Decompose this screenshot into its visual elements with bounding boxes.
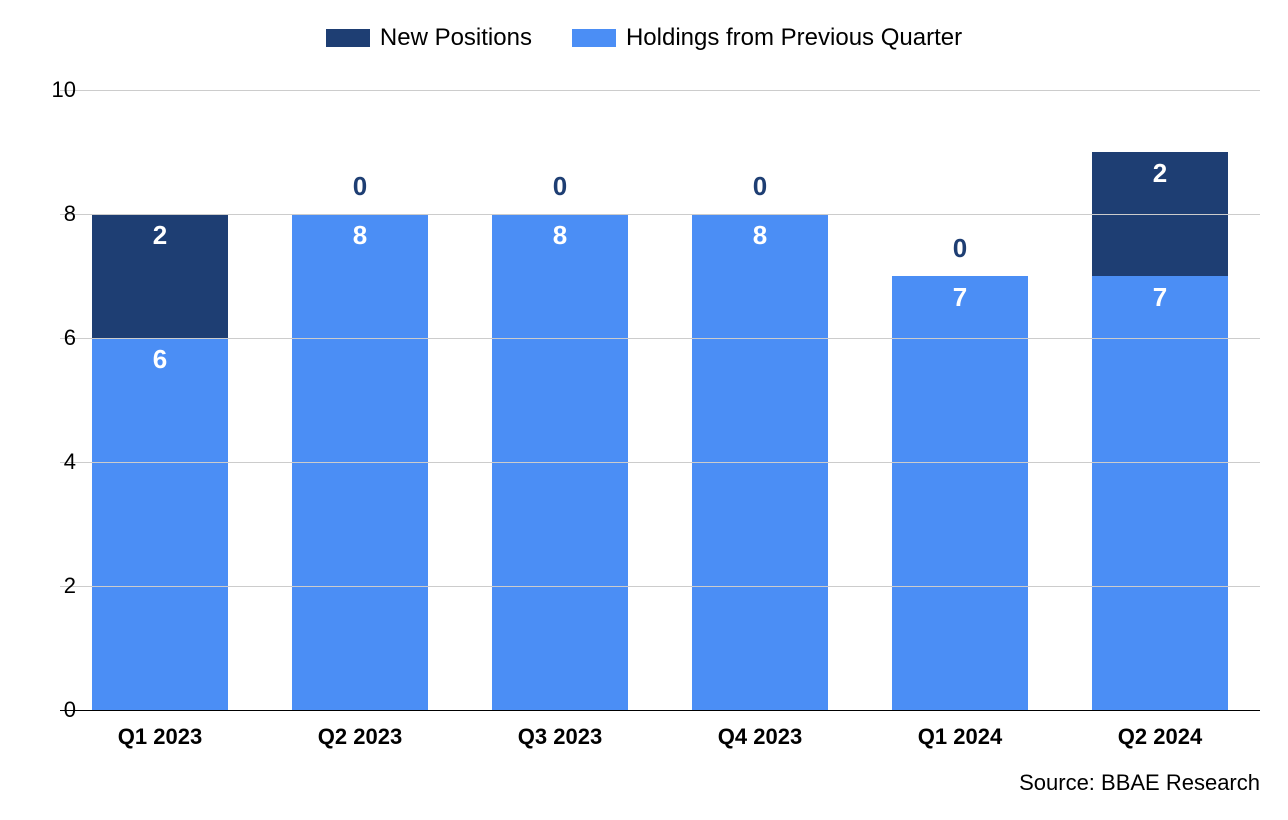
bar-slot: 80: [260, 90, 460, 710]
chart-container: New Positions Holdings from Previous Quar…: [0, 0, 1288, 820]
x-tick-label: Q3 2023: [460, 724, 660, 750]
y-tick-label: 8: [36, 201, 76, 227]
legend-item: New Positions: [326, 24, 532, 52]
bar-slot: 80: [660, 90, 860, 710]
bar-value-label: 8: [353, 220, 367, 251]
bar-segment-holdings: 7: [1092, 276, 1228, 710]
bar-value-label: 6: [153, 344, 167, 375]
y-tick-label: 4: [36, 449, 76, 475]
plot-area: 268080807027: [60, 90, 1260, 710]
legend-item: Holdings from Previous Quarter: [572, 24, 962, 52]
x-axis-labels: Q1 2023Q2 2023Q3 2023Q4 2023Q1 2024Q2 20…: [60, 724, 1260, 750]
gridline: [60, 710, 1260, 711]
legend-label: Holdings from Previous Quarter: [626, 24, 962, 52]
gridline: [60, 214, 1260, 215]
bars-row: 268080807027: [60, 90, 1260, 710]
bar-segment-holdings: 6: [92, 338, 228, 710]
bar-value-label: 0: [553, 171, 567, 202]
bar-value-label: 7: [1153, 282, 1167, 313]
bar-slot: 26: [60, 90, 260, 710]
legend-swatch: [572, 29, 616, 47]
gridline: [60, 338, 1260, 339]
source-text: Source: BBAE Research: [1019, 770, 1260, 796]
legend-label: New Positions: [380, 24, 532, 52]
y-tick-label: 0: [36, 697, 76, 723]
x-tick-label: Q1 2024: [860, 724, 1060, 750]
bar-value-label: 8: [553, 220, 567, 251]
bar-value-label: 2: [1153, 158, 1167, 189]
bar-slot: 27: [1060, 90, 1260, 710]
gridline: [60, 462, 1260, 463]
bar-value-label: 0: [353, 171, 367, 202]
bar-value-label: 2: [153, 220, 167, 251]
gridline: [60, 90, 1260, 91]
x-tick-label: Q2 2023: [260, 724, 460, 750]
y-tick-label: 2: [36, 573, 76, 599]
bar-slot: 70: [860, 90, 1060, 710]
y-tick-label: 6: [36, 325, 76, 351]
bar-segment-holdings: 7: [892, 276, 1028, 710]
bar-stack: 27: [1092, 152, 1228, 710]
legend: New Positions Holdings from Previous Quar…: [0, 24, 1288, 52]
x-tick-label: Q2 2024: [1060, 724, 1260, 750]
bar-stack: 70: [892, 276, 1028, 710]
bar-value-label: 7: [953, 282, 967, 313]
bar-value-label: 0: [753, 171, 767, 202]
x-tick-label: Q1 2023: [60, 724, 260, 750]
bar-slot: 80: [460, 90, 660, 710]
x-tick-label: Q4 2023: [660, 724, 860, 750]
bar-value-label: 0: [953, 233, 967, 264]
gridline: [60, 586, 1260, 587]
legend-swatch: [326, 29, 370, 47]
bar-value-label: 8: [753, 220, 767, 251]
y-tick-label: 10: [36, 77, 76, 103]
bar-segment-new-positions: 2: [92, 214, 228, 338]
